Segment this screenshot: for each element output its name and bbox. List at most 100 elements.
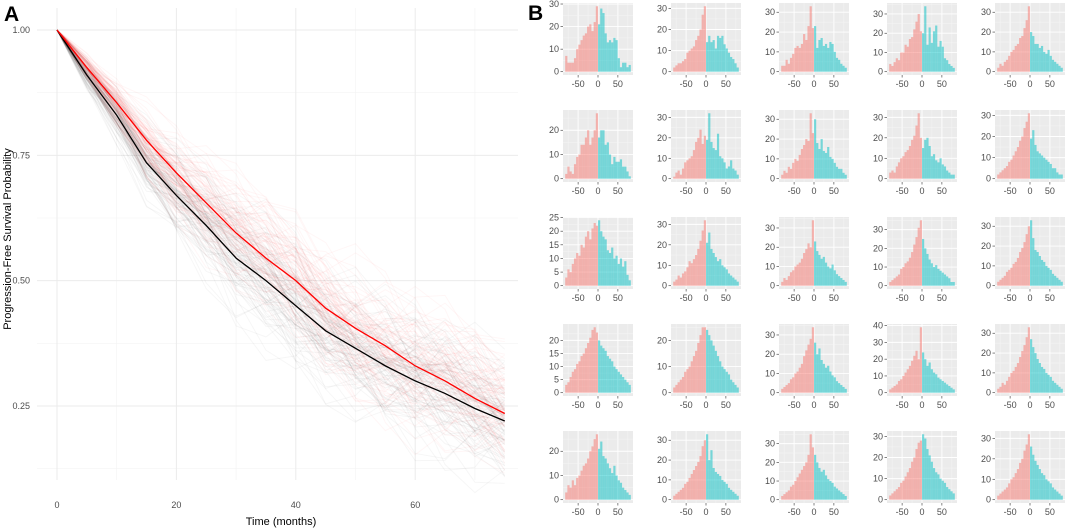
bar-positive bbox=[952, 389, 955, 393]
bar-positive bbox=[840, 492, 843, 500]
bar-positive bbox=[818, 348, 821, 393]
bar-negative bbox=[593, 130, 596, 179]
bar-positive bbox=[831, 43, 834, 72]
y-tick-label: 0 bbox=[878, 67, 883, 77]
histogram-1: 0 10 20 30 -50 0 50 bbox=[549, 0, 633, 89]
bar-negative bbox=[1023, 128, 1026, 179]
x-tick-label: -50 bbox=[680, 400, 693, 410]
bar-positive bbox=[1058, 386, 1061, 393]
bar-negative bbox=[904, 152, 907, 179]
y-tick-label: 30 bbox=[873, 112, 883, 122]
bar-negative bbox=[1010, 159, 1013, 179]
bar-positive bbox=[1051, 59, 1055, 72]
bar-positive bbox=[606, 250, 609, 286]
bar-negative bbox=[997, 67, 1000, 72]
bar-negative bbox=[800, 43, 804, 72]
bar-negative bbox=[697, 342, 700, 393]
bar-negative bbox=[684, 483, 687, 500]
bar-positive bbox=[950, 281, 953, 286]
bar-negative bbox=[919, 31, 922, 72]
y-tick-label: 10 bbox=[981, 153, 991, 163]
bar-positive bbox=[1036, 359, 1039, 393]
bar-positive bbox=[935, 265, 938, 286]
bar-negative bbox=[792, 377, 795, 393]
bar-positive bbox=[824, 262, 828, 286]
bar-negative bbox=[893, 491, 896, 500]
bar-positive bbox=[1051, 487, 1055, 500]
x-tick-label: 0 bbox=[811, 79, 816, 89]
bar-negative bbox=[569, 171, 572, 179]
bar-negative bbox=[807, 454, 810, 500]
bar-positive bbox=[619, 374, 623, 393]
bar-negative bbox=[565, 173, 568, 179]
bar-positive bbox=[948, 278, 951, 286]
bar-positive bbox=[1032, 36, 1035, 72]
y-tick-label: 20 bbox=[981, 454, 991, 464]
bar-positive bbox=[730, 489, 733, 500]
y-tick-label: 0.25 bbox=[12, 401, 30, 411]
histogram-11: 0 5 10 15 20 25 -50 0 50 bbox=[549, 213, 633, 303]
bar-negative bbox=[803, 466, 806, 500]
bar-positive bbox=[600, 441, 603, 500]
bar-positive bbox=[723, 267, 726, 286]
bar-negative bbox=[1010, 372, 1013, 393]
bar-negative bbox=[565, 277, 568, 286]
bar-positive bbox=[932, 31, 936, 72]
bar-positive bbox=[829, 156, 832, 179]
bar-negative bbox=[1010, 51, 1013, 72]
bar-positive bbox=[1054, 275, 1057, 286]
x-tick-label: -50 bbox=[896, 186, 909, 196]
bar-positive bbox=[734, 170, 737, 179]
bar-positive bbox=[1040, 366, 1044, 393]
bar-positive bbox=[628, 64, 631, 72]
bar-negative bbox=[794, 158, 797, 179]
bar-negative bbox=[1019, 357, 1022, 393]
bar-positive bbox=[827, 47, 830, 72]
y-tick-label: 0 bbox=[986, 174, 991, 184]
bar-negative bbox=[571, 263, 574, 286]
bar-negative bbox=[589, 337, 592, 393]
bar-positive bbox=[730, 56, 733, 72]
bar-negative bbox=[677, 491, 680, 500]
bar-negative bbox=[699, 456, 702, 500]
histogram-19: 0 10 20 30 40 -50 0 50 bbox=[873, 321, 957, 410]
bar-positive bbox=[935, 374, 938, 393]
bar-negative bbox=[897, 60, 901, 72]
bar-negative bbox=[679, 63, 682, 72]
bar-positive bbox=[924, 6, 927, 72]
bar-negative bbox=[673, 495, 676, 500]
bar-positive bbox=[1032, 238, 1035, 286]
bar-negative bbox=[1010, 479, 1013, 500]
bar-negative bbox=[571, 173, 574, 179]
bar-negative bbox=[807, 141, 810, 179]
y-tick-label: 0 bbox=[986, 67, 991, 77]
histogram-4: 0 10 20 30 -50 0 50 bbox=[873, 3, 957, 89]
bar-negative bbox=[701, 143, 704, 179]
bar-negative bbox=[582, 353, 585, 393]
bar-negative bbox=[794, 373, 797, 393]
bar-positive bbox=[736, 281, 739, 286]
bar-negative bbox=[783, 170, 786, 179]
bar-negative bbox=[1005, 487, 1009, 500]
bar-positive bbox=[626, 274, 629, 286]
histogram-24: 0 10 20 30 -50 0 50 bbox=[873, 431, 957, 517]
y-tick-label: 0 bbox=[662, 174, 667, 184]
bar-positive bbox=[714, 257, 717, 286]
bar-positive bbox=[1056, 172, 1059, 179]
x-tick-label: 0 bbox=[595, 293, 600, 303]
bar-positive bbox=[935, 160, 938, 179]
bar-positive bbox=[727, 52, 731, 72]
bar-negative bbox=[997, 174, 1000, 179]
bar-positive bbox=[708, 335, 711, 393]
bar-positive bbox=[820, 360, 823, 393]
bar-positive bbox=[835, 381, 839, 393]
bar-positive bbox=[833, 377, 836, 393]
bar-positive bbox=[835, 57, 839, 72]
y-tick-label: 20 bbox=[657, 240, 667, 250]
x-tick-label: 0 bbox=[1027, 507, 1032, 517]
bar-negative bbox=[1016, 147, 1020, 179]
grid bbox=[37, 8, 518, 480]
y-tick-label: 15 bbox=[549, 348, 559, 358]
bar-positive bbox=[822, 256, 825, 286]
bar-negative bbox=[796, 477, 799, 500]
